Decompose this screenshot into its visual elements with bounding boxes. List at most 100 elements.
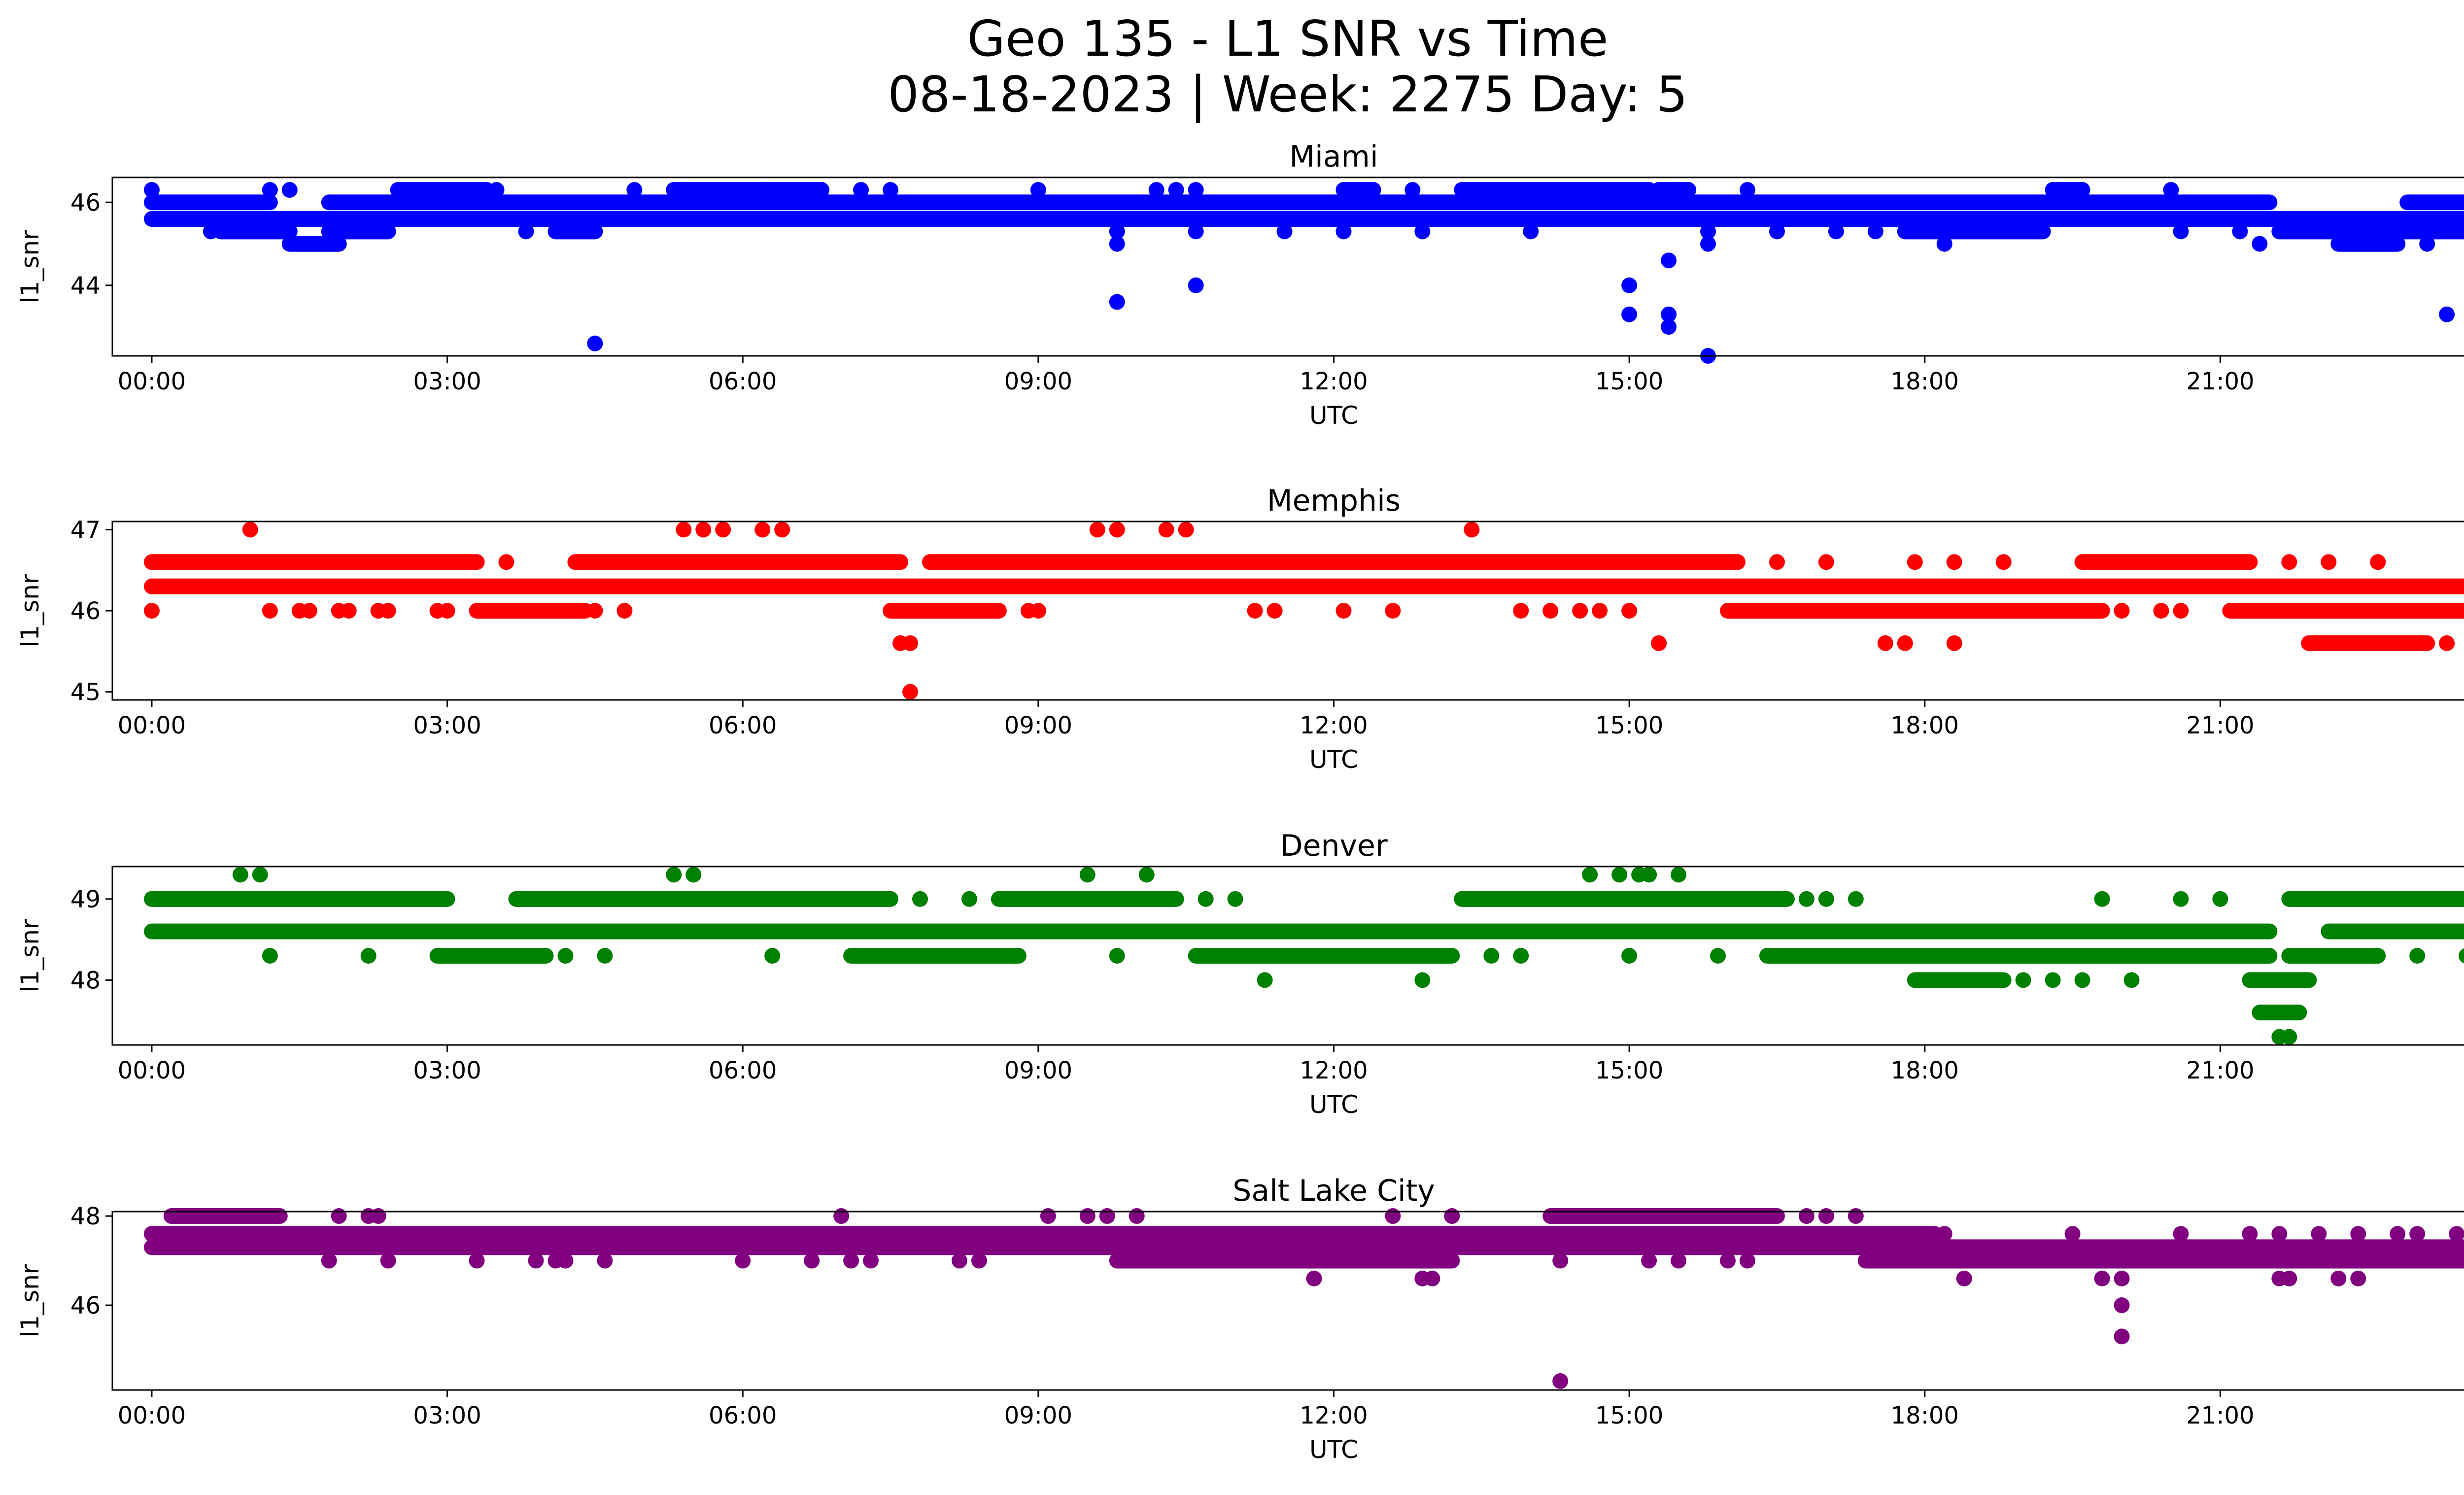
data-point <box>2153 603 2169 619</box>
subplot: Miami 00:00 03:00 06:00 09:00 12:00 15:00 18:00… <box>16 139 2464 430</box>
y-axis-label: l1_snr <box>16 230 44 303</box>
data-point <box>1542 603 1559 619</box>
data-point <box>666 867 682 883</box>
data-point <box>1700 223 1716 240</box>
data-point <box>1661 319 1677 335</box>
data-point <box>2281 1270 2297 1286</box>
data-point <box>961 891 977 907</box>
subplot-title: Miami <box>1289 139 1378 174</box>
y-tick-label: 46 <box>70 597 101 625</box>
data-series <box>143 867 2464 1045</box>
data-point <box>1946 635 1962 651</box>
data-point <box>2074 972 2090 988</box>
x-tick-label: 00:00 <box>118 1402 186 1429</box>
data-point <box>1030 603 1046 619</box>
x-tick-label: 06:00 <box>709 368 777 395</box>
data-point <box>341 603 357 619</box>
x-tick-label: 03:00 <box>413 712 481 739</box>
data-point <box>1148 182 1164 198</box>
x-tick-label: 09:00 <box>1004 368 1072 395</box>
x-tick-label: 00:00 <box>118 712 186 739</box>
data-point <box>2311 1226 2327 1242</box>
data-point <box>1129 1208 1145 1224</box>
data-point <box>2370 554 2386 570</box>
data-point <box>2094 1270 2110 1286</box>
data-point <box>143 1226 160 1242</box>
data-point <box>1099 1208 1115 1224</box>
data-point <box>2163 182 2179 198</box>
data-point <box>2271 1226 2288 1242</box>
data-point <box>1424 1270 1440 1286</box>
data-point <box>1671 1252 1687 1269</box>
data-point <box>2173 603 2189 619</box>
data-point <box>1109 948 1125 964</box>
data-point <box>735 1252 751 1269</box>
y-axis-label: l1_snr <box>16 574 44 647</box>
data-point <box>1040 1208 1056 1224</box>
data-point <box>1385 603 1401 619</box>
x-axis-label: UTC <box>1309 1435 1358 1464</box>
data-point <box>469 1252 485 1269</box>
data-point <box>1079 1208 1095 1224</box>
data-point <box>695 522 712 538</box>
data-point <box>1621 603 1638 619</box>
subplot-title: Salt Lake City <box>1232 1174 1435 1208</box>
data-point <box>1355 1226 1371 1242</box>
data-point <box>1109 522 1125 538</box>
data-point <box>242 522 258 538</box>
x-axis-label: UTC <box>1309 401 1358 430</box>
data-point <box>262 948 278 964</box>
x-tick-label: 18:00 <box>1891 368 1959 395</box>
data-point <box>1158 522 1174 538</box>
data-point <box>1464 522 1480 538</box>
data-point <box>1079 867 1095 883</box>
subplot-title: Denver <box>1280 829 1388 863</box>
data-point <box>2242 1226 2258 1242</box>
data-point <box>1109 1226 1125 1242</box>
data-point <box>587 603 603 619</box>
data-point <box>764 948 781 964</box>
data-point <box>616 603 633 619</box>
data-point <box>1089 522 1105 538</box>
data-point <box>2252 236 2268 252</box>
data-point <box>1798 1208 1814 1224</box>
x-tick-label: 03:00 <box>413 368 481 395</box>
data-point <box>557 1252 574 1269</box>
data-point <box>2321 554 2337 570</box>
data-point <box>2212 891 2228 907</box>
figure-title-line-2: 08-18-2023 | Week: 2275 Day: 5 <box>888 66 1688 123</box>
data-point <box>1611 867 1628 883</box>
data-point <box>262 1226 278 1242</box>
data-point <box>1030 182 1046 198</box>
axes-frame <box>111 521 2464 701</box>
x-axis-label: UTC <box>1309 745 1358 774</box>
data-point <box>587 335 603 351</box>
y-axis-label: l1_snr <box>16 919 44 992</box>
data-point <box>951 1252 967 1269</box>
data-point <box>2409 948 2426 964</box>
data-point <box>1414 972 1431 988</box>
data-point <box>2419 236 2435 252</box>
data-point <box>1109 223 1125 240</box>
data-point <box>2015 972 2031 988</box>
data-point <box>1651 635 1667 651</box>
x-tick-label: 15:00 <box>1595 712 1663 739</box>
y-axis-label: l1_snr <box>16 1264 44 1337</box>
data-point <box>2054 182 2071 198</box>
x-tick-label: 21:00 <box>2186 1057 2254 1084</box>
data-point <box>1877 635 1893 651</box>
data-point <box>2409 1226 2426 1242</box>
data-point <box>2330 1270 2347 1286</box>
data-series <box>143 522 2464 700</box>
data-point <box>1306 1270 1322 1286</box>
data-point <box>1198 1226 1214 1242</box>
data-point <box>1592 603 1608 619</box>
data-point <box>597 1252 613 1269</box>
data-point <box>1257 972 1273 988</box>
data-point <box>2094 891 2110 907</box>
data-point <box>1621 948 1638 964</box>
data-point <box>1641 867 1657 883</box>
data-point <box>2281 554 2297 570</box>
data-point <box>1720 1252 1736 1269</box>
data-point <box>902 635 919 651</box>
